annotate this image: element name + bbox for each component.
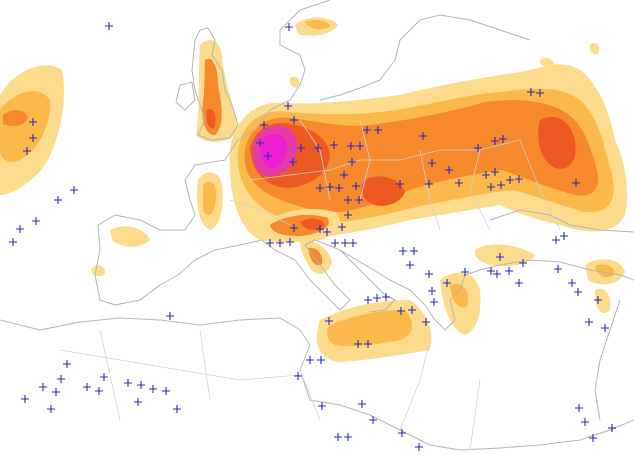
station-markers bbox=[9, 22, 616, 451]
precipitation bbox=[0, 17, 627, 362]
